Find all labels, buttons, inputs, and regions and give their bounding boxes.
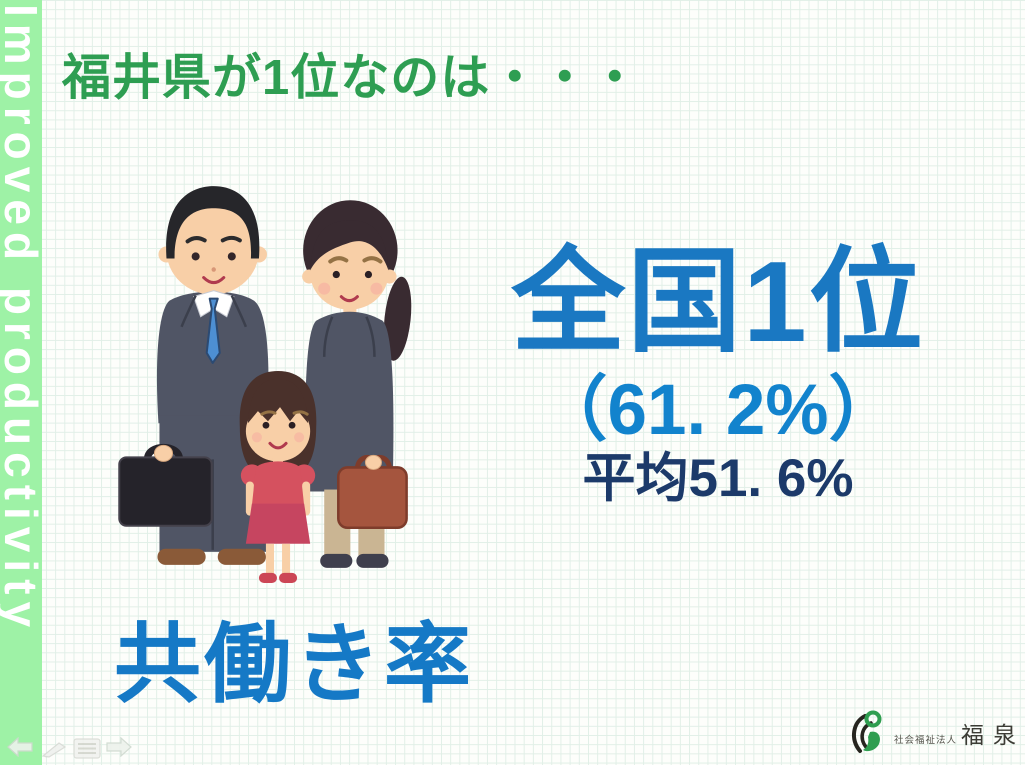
- sidebar-vertical-label: Improved productivity: [0, 4, 46, 635]
- previous-slide-arrow-icon[interactable]: [7, 737, 33, 757]
- dual-income-family-illustration: [118, 186, 412, 583]
- logo-org-type: 社会福祉法人: [894, 735, 958, 746]
- caption-label: 共働き率: [114, 616, 474, 713]
- slideshow-menu-icon[interactable]: [73, 738, 101, 759]
- footer-logo: 社会福祉法人 福泉会: [848, 706, 1025, 758]
- mother-figure: [302, 200, 412, 568]
- next-slide-arrow-icon[interactable]: [106, 737, 132, 757]
- rank-text: 全国1位: [511, 239, 925, 366]
- average-value: 平均51. 6%: [582, 448, 854, 508]
- slide-title: 福井県が1位なのは・・・: [62, 51, 641, 105]
- stats-block: 全国1位 （61. 2%） 平均51. 6%: [478, 236, 958, 508]
- daughter-figure: [239, 370, 317, 583]
- logo-texts: 社会福祉法人 福泉会: [894, 716, 1025, 758]
- logo-org-name: 福泉会: [961, 723, 1025, 748]
- fukusenkai-logo-icon: [852, 710, 882, 753]
- sidebar-band: Improved productivity: [0, 0, 46, 765]
- pen-tool-icon[interactable]: [41, 740, 67, 758]
- rank-value: （61. 2%）: [536, 370, 900, 450]
